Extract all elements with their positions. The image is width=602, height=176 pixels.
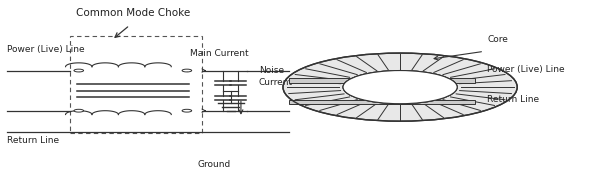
Text: Power (Live) Line: Power (Live) Line (7, 45, 84, 54)
Text: Power (Live) Line: Power (Live) Line (487, 65, 565, 74)
Bar (289, 99, 475, 104)
Text: Return Line: Return Line (7, 136, 59, 145)
Text: Common Mode Choke: Common Mode Choke (76, 8, 190, 18)
Bar (289, 78, 475, 83)
Text: Return Line: Return Line (487, 95, 539, 104)
Circle shape (283, 53, 517, 121)
Text: Core: Core (487, 35, 508, 44)
Text: Ground: Ground (197, 160, 231, 169)
Circle shape (182, 69, 191, 72)
Circle shape (182, 109, 191, 112)
Text: Noise: Noise (259, 66, 284, 75)
Circle shape (74, 69, 84, 72)
Circle shape (343, 71, 457, 104)
Circle shape (343, 71, 457, 104)
Circle shape (74, 109, 84, 112)
Text: Main Current: Main Current (190, 49, 249, 58)
Bar (70, 36, 202, 133)
Text: Current: Current (259, 78, 293, 87)
